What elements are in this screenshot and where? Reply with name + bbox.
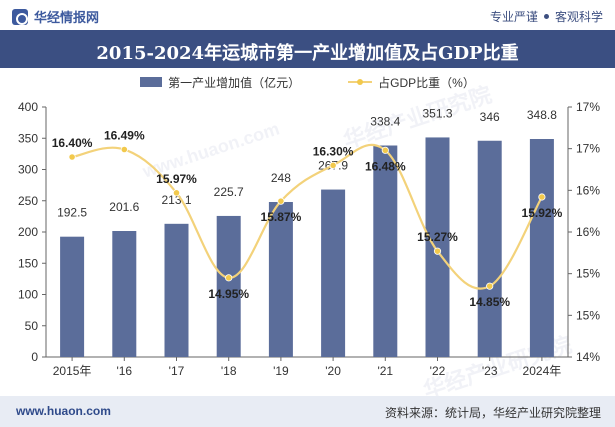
brand-logo-icon (12, 8, 28, 25)
legend-bar-swatch-icon (140, 77, 163, 87)
y-left-tick-label: 0 (31, 350, 38, 364)
share-line (71, 143, 543, 290)
legend-line-swatch-icon (348, 79, 373, 85)
x-tick-label: '18 (221, 364, 237, 378)
y-right-tick-label: 15% (576, 267, 600, 281)
top-bar: 华经情报网 专业严谨 客观科学 (0, 0, 615, 30)
bar-data-label: 248 (271, 171, 291, 185)
x-tick-label: 2015年 (53, 364, 92, 378)
bar-data-label: 192.5 (57, 206, 87, 220)
x-tick-label: '22 (430, 364, 446, 378)
tagline-2: 客观科学 (554, 10, 603, 24)
bar (112, 231, 137, 357)
y-right-tick-label: 16% (576, 225, 600, 239)
brand-name: 华经情报网 (34, 10, 100, 25)
legend-item-bar: 第一产业增加值（亿元） (140, 73, 300, 91)
bar (216, 215, 241, 357)
y-left-tick-label: 400 (18, 100, 38, 114)
x-tick-label: 2024年 (523, 364, 562, 378)
chart-title: 2015-2024年运城市第一产业增加值及占GDP比重 (96, 43, 519, 64)
line-point (538, 193, 546, 201)
footer-source: 资料来源：统计局，华经产业研究院整理 (384, 406, 601, 420)
bar-data-label: 351.3 (422, 106, 452, 120)
line-data-label: 15.27% (417, 230, 458, 244)
y-left-tick-label: 350 (18, 131, 38, 145)
bar-data-label: 346 (480, 110, 500, 124)
x-tick-label: '17 (169, 364, 185, 378)
line-point (381, 146, 389, 154)
line-data-label: 16.49% (104, 129, 145, 143)
y-right-tick-label: 17% (576, 100, 600, 114)
y-right-tick-label: 17% (576, 142, 600, 156)
footer: www.huaon.com 资料来源：统计局，华经产业研究院整理 (0, 396, 615, 427)
x-tick-label: '21 (377, 364, 393, 378)
chart-area: 0 50 100 150 200 250 300 350 400 14% 15% 15% 16% 16% 1… (18, 100, 600, 378)
y-left-tick-label: 300 (18, 163, 38, 177)
y-right-tick-label: 16% (576, 183, 600, 197)
line-point (433, 247, 442, 255)
line-data-label: 15.92% (522, 206, 563, 220)
bar-data-label: 201.6 (109, 200, 139, 214)
line-point (68, 153, 76, 161)
line-point (277, 197, 285, 205)
bar (425, 137, 450, 357)
line-point (172, 189, 181, 197)
bar-data-label: 338.4 (370, 115, 400, 129)
line-point (120, 145, 128, 154)
line-point (225, 274, 233, 282)
line-data-label: 15.97% (156, 172, 197, 186)
line-point (486, 282, 494, 290)
line-data-label: 15.87% (261, 210, 302, 224)
legend-bar-label: 第一产业增加值（亿元） (168, 75, 301, 90)
tagline-1: 专业严谨 (489, 10, 538, 24)
bar (268, 202, 293, 357)
separator-dot-icon (543, 14, 549, 19)
y-left-tick-label: 150 (18, 256, 38, 270)
y-left-tick-label: 200 (18, 225, 38, 239)
footer-website[interactable]: www.huaon.com (16, 404, 111, 418)
chart-legend: 第一产业增加值（亿元） 占GDP比重（%） (0, 73, 615, 91)
bar-data-label: 225.7 (214, 185, 244, 199)
y-left-tick-label: 100 (18, 288, 38, 302)
y-left-tick-label: 50 (25, 319, 39, 333)
bar (321, 189, 346, 357)
y-right-tick-label: 15% (576, 308, 600, 322)
x-tick-label: '19 (273, 364, 289, 378)
bar (164, 223, 189, 357)
tagline: 专业严谨 客观科学 (490, 8, 603, 25)
line-data-label: 16.40% (52, 136, 93, 150)
legend-line-label: 占GDP比重（%） (378, 75, 475, 90)
bar (477, 140, 502, 357)
line-point (329, 161, 337, 169)
x-tick-label: '16 (116, 364, 132, 378)
y-right-tick-label: 14% (576, 350, 600, 364)
brand[interactable]: 华经情报网 (12, 7, 99, 26)
title-bar: 2015-2024年运城市第一产业增加值及占GDP比重 (0, 30, 615, 68)
line-data-label: 16.30% (313, 144, 354, 158)
bar (373, 145, 398, 357)
bar (60, 236, 85, 357)
legend-item-line: 占GDP比重（%） (348, 73, 475, 91)
line-data-label: 16.48% (365, 159, 406, 173)
x-tick-label: '23 (482, 364, 498, 378)
line-data-label: 14.85% (469, 295, 510, 309)
line-data-label: 14.95% (208, 287, 249, 301)
bar (529, 139, 554, 357)
y-left-tick-label: 250 (18, 194, 38, 208)
bar-data-label: 348.8 (527, 108, 557, 122)
x-tick-label: '20 (325, 364, 341, 378)
